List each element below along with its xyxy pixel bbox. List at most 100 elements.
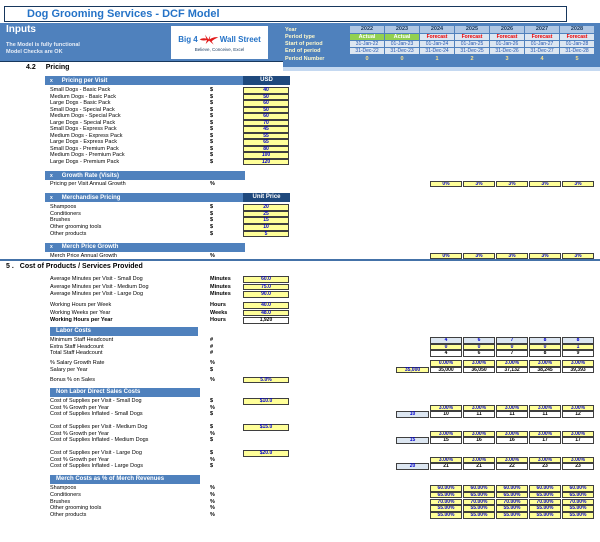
input-cell[interactable]: 60.0 [243, 276, 289, 283]
input-cell[interactable]: 10 [243, 224, 289, 231]
input-cell[interactable]: 60 [243, 113, 289, 120]
input-cell[interactable]: 3% [529, 180, 561, 187]
row-label: Large Dogs - Express Pack [50, 139, 117, 145]
input-cell[interactable]: 3.00% [529, 360, 561, 367]
input-cell[interactable]: $10.0 [243, 398, 289, 405]
input-cell[interactable]: $15.0 [243, 424, 289, 431]
input-cell[interactable]: 70.00% [496, 498, 528, 506]
input-cell[interactable]: 55.00% [562, 512, 594, 519]
input-cell[interactable]: 3% [463, 252, 495, 259]
input-cell[interactable]: 70.00% [529, 498, 561, 506]
input-cell[interactable]: 0 [463, 343, 495, 350]
input-cell[interactable]: 80 [243, 145, 289, 152]
input-cell[interactable]: 3.00% [430, 404, 462, 411]
input-cell[interactable]: 55.00% [430, 512, 462, 519]
input-cell[interactable]: 55.00% [496, 505, 528, 512]
row-unit: $ [210, 411, 214, 417]
input-cell[interactable]: 3.00% [430, 430, 462, 437]
input-cell[interactable]: 55.00% [529, 505, 561, 512]
input-cell[interactable]: 70.00% [463, 498, 495, 506]
input-cell[interactable]: 70.00% [562, 498, 594, 506]
input-cell[interactable]: 65 [243, 139, 289, 146]
input-cell[interactable]: 120 [243, 158, 289, 165]
input-cell[interactable]: 3.00% [529, 456, 561, 463]
input-cell[interactable]: 55 [243, 132, 289, 139]
year-cells: 2022 2023 2024 2025 2026 2027 2028 [350, 26, 595, 33]
input-cell[interactable]: 3.00% [463, 360, 495, 367]
input-cell[interactable]: 60 [243, 100, 289, 107]
input-cell[interactable]: 75.0 [243, 283, 289, 290]
input-cell[interactable]: 15 [243, 217, 289, 224]
row-label: Cost of Supplies Inflated - Large Dogs [50, 463, 143, 469]
input-cell[interactable]: 0% [430, 252, 462, 259]
input-cell[interactable]: 3.00% [496, 456, 528, 463]
input-cell[interactable]: 55.00% [529, 512, 561, 519]
input-cell[interactable]: 3.00% [463, 404, 495, 411]
input-cell[interactable]: 3% [496, 252, 528, 259]
input-cell[interactable]: 3% [463, 180, 495, 187]
input-cell[interactable]: 65.00% [496, 491, 528, 499]
input-cell[interactable]: 0.00% [430, 360, 462, 367]
input-cell[interactable]: 3.00% [562, 360, 594, 367]
input-cell[interactable]: 3.00% [529, 404, 561, 411]
row-unit: $ [210, 463, 214, 469]
input-cell[interactable]: 50 [243, 106, 289, 113]
input-cell[interactable]: 55.00% [430, 505, 462, 512]
input-cell[interactable]: 3% [562, 180, 594, 187]
input-cell[interactable]: 60.00% [463, 485, 495, 492]
input-cell[interactable]: 3% [562, 252, 594, 259]
input-cell[interactable]: 60.00% [496, 485, 528, 492]
input-cell[interactable]: 3.00% [562, 430, 594, 437]
input-cell[interactable]: 70 [243, 119, 289, 126]
input-cell[interactable]: 65.00% [430, 491, 462, 499]
input-cell[interactable]: 55.00% [496, 512, 528, 519]
input-cell[interactable]: 20 [243, 204, 289, 211]
forecast-grid: 3.00% 3.00% 3.00% 3.00% 3.00% [430, 430, 595, 437]
input-cell[interactable]: 3.00% [496, 404, 528, 411]
input-cell[interactable]: 60.00% [562, 485, 594, 492]
input-cell[interactable]: 3.00% [562, 456, 594, 463]
input-cell[interactable]: 70.00% [430, 498, 462, 506]
input-cell[interactable]: 100 [243, 152, 289, 159]
input-cell[interactable]: $20.0 [243, 450, 289, 457]
input-cell[interactable]: 3.00% [496, 360, 528, 367]
input-cell[interactable]: 3.00% [463, 430, 495, 437]
input-cell[interactable]: 3.00% [430, 456, 462, 463]
computed-cell: 38,245 [529, 366, 561, 373]
input-cell[interactable]: 0 [529, 343, 561, 350]
input-cell[interactable]: 65.00% [562, 491, 594, 499]
input-cell[interactable]: 3% [496, 180, 528, 187]
input-cell[interactable]: 3.00% [496, 430, 528, 437]
input-cell[interactable]: 60.00% [430, 485, 462, 492]
input-cell[interactable]: 0 [496, 343, 528, 350]
input-cell[interactable]: 60.00% [529, 485, 561, 492]
input-cell[interactable]: 3.00% [562, 404, 594, 411]
input-cell[interactable]: 55.00% [562, 505, 594, 512]
input-cell[interactable]: 5 [243, 230, 289, 238]
input-cell[interactable]: 55.00% [463, 505, 495, 512]
end-date-cell: 31-Dec-24 [420, 47, 454, 55]
table-row: Small Dogs - Express Pack $45 [0, 126, 600, 133]
table-row: Pricing per Visit Annual Growth % 0% 3% 3%… [0, 180, 600, 188]
input-cell[interactable]: 0% [430, 180, 462, 187]
input-cell[interactable]: 1 [562, 343, 594, 350]
input-cell[interactable]: 3.00% [529, 430, 561, 437]
unit-column-header: USD [243, 76, 290, 85]
input-cell[interactable]: 5.0% [243, 376, 289, 383]
input-cell[interactable]: 50 [243, 93, 289, 100]
bar-title: Merch Costs as % of Merch Revenues [56, 476, 165, 483]
input-cell[interactable]: 48.0 [243, 309, 289, 316]
input-cell[interactable]: 3.00% [463, 456, 495, 463]
input-cell[interactable]: 55.00% [463, 512, 495, 519]
input-cell[interactable]: 25 [243, 210, 289, 218]
input-cell[interactable]: 3% [529, 252, 561, 259]
input-cell[interactable]: 45 [243, 126, 289, 133]
input-cell[interactable]: 65.00% [463, 491, 495, 499]
input-cell[interactable]: 90.0 [243, 291, 289, 298]
input-cell[interactable]: 0 [430, 343, 462, 350]
input-cell[interactable]: 40.0 [243, 302, 289, 309]
input-cell[interactable]: 65.00% [529, 491, 561, 499]
input-cell[interactable]: 40 [243, 87, 289, 94]
period-number-cell: 4 [540, 55, 544, 62]
input-cell[interactable]: 35,000 [396, 366, 429, 373]
